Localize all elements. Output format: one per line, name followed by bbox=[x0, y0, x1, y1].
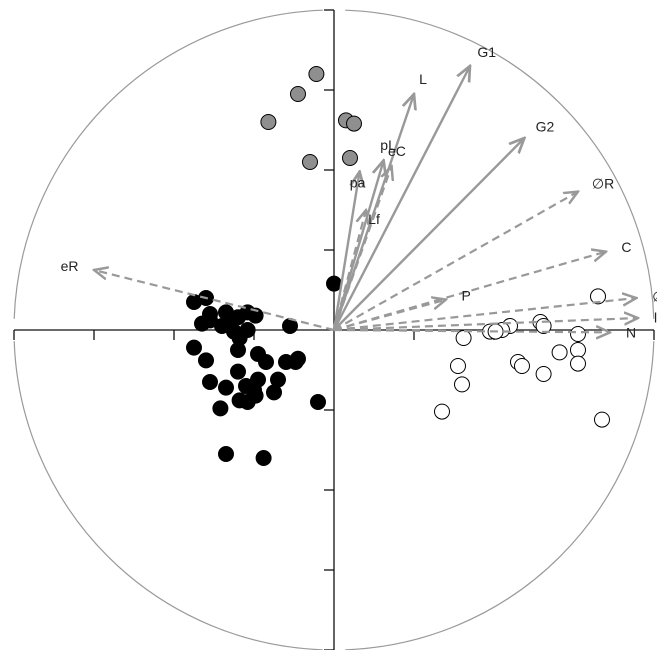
gray-data-point bbox=[342, 150, 358, 166]
vector-pa-arrow bbox=[332, 172, 360, 331]
black-data-point bbox=[250, 371, 266, 388]
vector-C-arrow bbox=[333, 298, 636, 332]
white-data-point bbox=[594, 411, 610, 428]
white-data-point bbox=[535, 366, 552, 382]
vector-label: G1 bbox=[477, 44, 496, 60]
white-data-point bbox=[590, 288, 606, 305]
vector-label: C bbox=[621, 239, 631, 255]
gray-data-point bbox=[346, 115, 362, 132]
black-data-point bbox=[255, 450, 272, 466]
vector-label: L bbox=[419, 71, 427, 87]
vector-label: eR bbox=[61, 258, 79, 274]
gray-data-point bbox=[290, 86, 306, 102]
white-data-point bbox=[434, 403, 450, 420]
black-data-point bbox=[231, 392, 248, 409]
gray-data-point bbox=[308, 66, 325, 82]
white-data-point bbox=[570, 326, 586, 342]
black-data-point bbox=[247, 307, 264, 324]
vector-eC-arrow bbox=[332, 166, 392, 331]
black-data-point bbox=[290, 350, 306, 367]
black-data-point bbox=[310, 394, 326, 410]
vector-eR-arrow bbox=[94, 270, 335, 332]
black-data-point bbox=[198, 352, 214, 369]
vector-P-arrow bbox=[333, 300, 446, 332]
white-data-point bbox=[570, 342, 586, 358]
gray-data-point bbox=[302, 154, 318, 170]
black-data-point bbox=[230, 363, 246, 380]
vector-R-arrow bbox=[333, 192, 578, 331]
vector-G1-arrow bbox=[332, 66, 470, 331]
gray-data-point bbox=[260, 114, 277, 130]
vector-label: Lf bbox=[368, 211, 380, 227]
vector-Lf-arrow bbox=[332, 210, 366, 331]
black-data-point bbox=[326, 275, 342, 292]
vector-label: eC bbox=[388, 143, 406, 159]
black-data-point bbox=[218, 446, 234, 462]
correlation-circle-arc-4 bbox=[345, 341, 655, 650]
black-data-point bbox=[230, 342, 246, 358]
vector-label: G2 bbox=[536, 119, 555, 135]
vector-lf-arrow bbox=[333, 318, 638, 332]
vector-N-arrow bbox=[333, 330, 610, 332]
black-data-point bbox=[247, 387, 264, 404]
black-data-point bbox=[212, 400, 229, 417]
correlation-circle-arc-2 bbox=[13, 9, 323, 319]
vector-label: P bbox=[461, 287, 470, 303]
white-data-point bbox=[455, 330, 472, 346]
correlation-circle-arc-1 bbox=[345, 9, 655, 319]
black-data-point bbox=[258, 354, 274, 370]
black-data-point bbox=[239, 322, 256, 338]
white-data-point bbox=[450, 358, 466, 374]
black-data-point bbox=[270, 371, 286, 388]
black-data-point bbox=[202, 312, 218, 329]
black-data-point bbox=[186, 339, 202, 356]
vector-label: ∅R bbox=[592, 176, 614, 192]
vector-C-arrow bbox=[333, 252, 606, 332]
vector-G2-arrow bbox=[333, 138, 524, 331]
vector-label: pL bbox=[380, 137, 396, 153]
black-data-point bbox=[218, 379, 234, 396]
white-data-point bbox=[514, 358, 530, 374]
black-data-point bbox=[202, 374, 218, 390]
vector-label: N bbox=[626, 325, 636, 341]
vector-label: pa bbox=[350, 175, 366, 191]
vector-label: ∅C bbox=[652, 288, 657, 304]
white-data-point bbox=[454, 376, 470, 393]
white-data-point bbox=[570, 355, 586, 372]
correlation-circle-arc-3 bbox=[13, 341, 323, 650]
white-data-point bbox=[551, 344, 568, 361]
vector-label: lf bbox=[654, 309, 657, 325]
